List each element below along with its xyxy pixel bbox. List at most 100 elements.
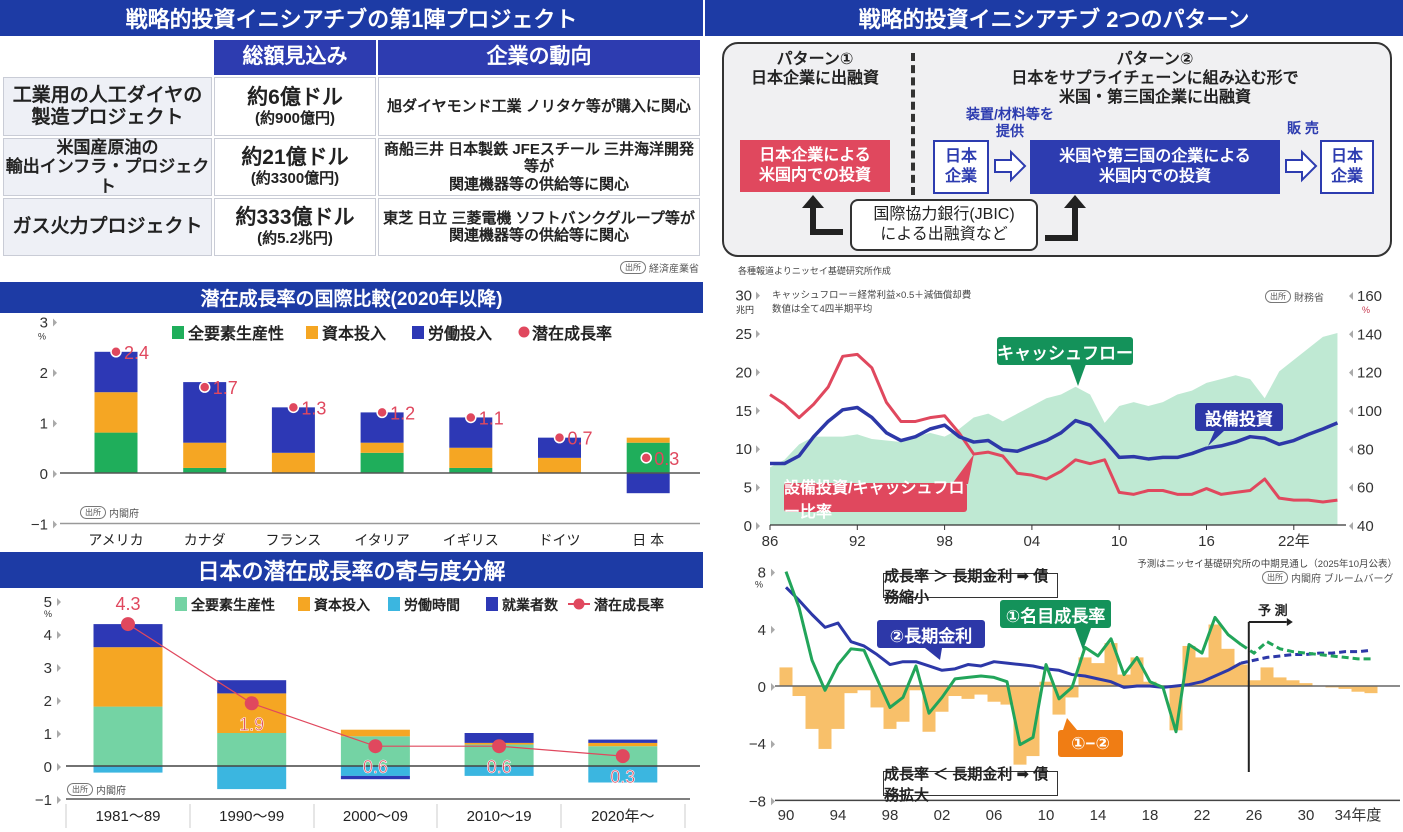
legend-dot-icon [518,326,530,338]
legend-label: 全要素生産性 [187,324,284,343]
x-tick-label: 86 [762,533,779,550]
x-tick-label: 22年 [1278,533,1310,550]
x-tick-label: 26 [1246,807,1263,824]
intl-panel-title: 潜在成長率の国際比較(2020年以降) [0,282,703,313]
capex-cashflow-chart: 86 92 98 04 10 16 22年 30 25 20 15 10 5 0 兆円 160 140 120 10… [735,288,1382,550]
jbic-box: 国際協力銀行(JBIC) による出融資など [850,199,1038,251]
rule-debt-shrink: 成長率 ＞ 長期金利 ➡ 債務縮小 [883,568,1058,606]
tick-marker-icon [756,330,760,338]
x-tick-label: 02 [934,807,951,824]
tick-marker-icon [57,631,61,639]
tick-marker-icon [1349,522,1353,530]
y-tick-label: 0 [40,466,48,483]
difference-bar [779,667,793,686]
difference-bar [909,686,923,691]
source-text: 内閣府 ブルームバーグ [1291,574,1394,585]
amount-usd: 約21億ドル [241,146,349,170]
callout-pointer [925,648,942,660]
box-line: 企業 [944,168,977,185]
x-category-label: カナダ [184,532,226,548]
capex-line [770,405,1339,466]
bar-segment [93,647,163,707]
pattern2-investment-box: 米国や第三国の企業による 米国内での投資 [1030,140,1280,194]
y-tick-label: 3 [44,660,52,677]
patterns-panel-title: 戦略的投資イニシアチブ 2つのパターン [705,0,1403,36]
bar-segment [271,407,315,453]
callout-ratio: 設備投資/キャッシュフロー比率 [784,480,967,521]
y-tick-label: −8 [749,793,766,810]
difference-bar [1078,657,1092,686]
y-tick-label: 2 [40,365,48,382]
difference-bar [896,686,910,722]
difference-bar [1286,680,1300,686]
tick-marker-icon [756,291,760,300]
companies-line: 商船三井 日本製鉄 JFEスチール 三井海洋開発等が [383,141,694,176]
y-axis-unit: % [44,609,52,619]
tick-marker-icon [1349,368,1353,377]
x-category-label: イギリス [443,532,499,548]
potential-growth-dot [640,452,652,464]
difference-bar [1299,683,1313,686]
y-tick-label: 2 [44,693,52,710]
potential-growth-dot [198,381,211,393]
difference-bar [1234,664,1248,686]
hollow-arrow-icon [1285,149,1318,183]
pattern-divider [911,53,915,195]
tick-marker-icon [1349,445,1353,454]
tick-marker-icon [756,522,760,530]
y-right-tick-label: 80 [1357,441,1374,458]
y-left-tick-label: 10 [735,441,752,458]
japan-decomposition-chart: 5 4 3 2 1 0 −1% 1981〜89 1990〜99 2000〜09 2010〜19 202… [35,594,700,828]
pattern1-title: パターン① [776,51,854,68]
source-badge: 出所 [1262,571,1288,584]
x-tick-label: 98 [936,533,953,550]
difference-bar [805,686,819,729]
y-tick-label: 0 [758,679,766,696]
difference-bar [974,686,988,695]
japan-source: 出所 内閣府 [67,782,126,797]
legend-dot-icon [573,598,585,610]
difference-bar [1260,667,1274,686]
difference-bar [1104,643,1118,686]
tick-marker-icon [1349,330,1353,339]
legend-swatch [486,597,498,611]
tick-marker-icon [1349,406,1353,415]
bar-segment [183,442,227,468]
companies-line: 東芝 日立 三菱電機 ソフトバンクグループ等が [383,209,695,227]
x-tick-label: 18 [1142,807,1159,824]
source-text: 内閣府 [96,786,126,797]
bar-segment [217,680,287,694]
tick-marker-icon [57,763,61,771]
forecast-label: 予 測 [1258,603,1288,618]
y-tick-label: 1 [40,416,48,433]
potential-growth-label: 1.1 [479,408,504,428]
potential-growth-dot [492,739,507,754]
table-cell-amount: 約333億ドル (約5.2兆円) [214,198,376,256]
difference-bar [1364,686,1378,694]
potential-growth-dot [121,617,135,632]
tick-marker-icon [57,598,61,606]
difference-bar [818,686,832,749]
table-header-amount: 総額見込み [214,40,376,75]
supply-line: 装置/材料等を [966,106,1054,122]
companies-line: 関連機器等の供給等に関心 [448,175,629,193]
box-line: 米国内での投資 [1098,168,1211,185]
table-row-label: ガス火力プロジェクト [3,198,212,256]
bar-segment [217,766,287,790]
y-left-tick-label: 20 [735,364,752,381]
bar-segment [340,766,410,776]
difference-bar [1351,686,1365,692]
sales-label: 販 売 [1287,120,1319,136]
legend-swatch [412,326,424,339]
japanese-company-box: 日本 企業 [1320,140,1374,194]
x-category-label: 2000〜09 [343,808,408,825]
growth-vs-rate-chart: 8 4 0 −4 −8% 90 94 98 02 06 10 14 18 22 26 30 34年度 [749,565,1400,824]
difference-bar [961,686,975,699]
y-left-tick-label: 0 [744,518,752,535]
potential-growth-label: 0.3 [654,449,679,469]
tick-marker-icon [57,697,61,705]
difference-bar [1091,663,1105,686]
difference-bar [987,686,1001,702]
potential-growth-label: 1.9 [239,714,264,734]
box-line: 国際協力銀行(JBIC) [873,206,1015,223]
